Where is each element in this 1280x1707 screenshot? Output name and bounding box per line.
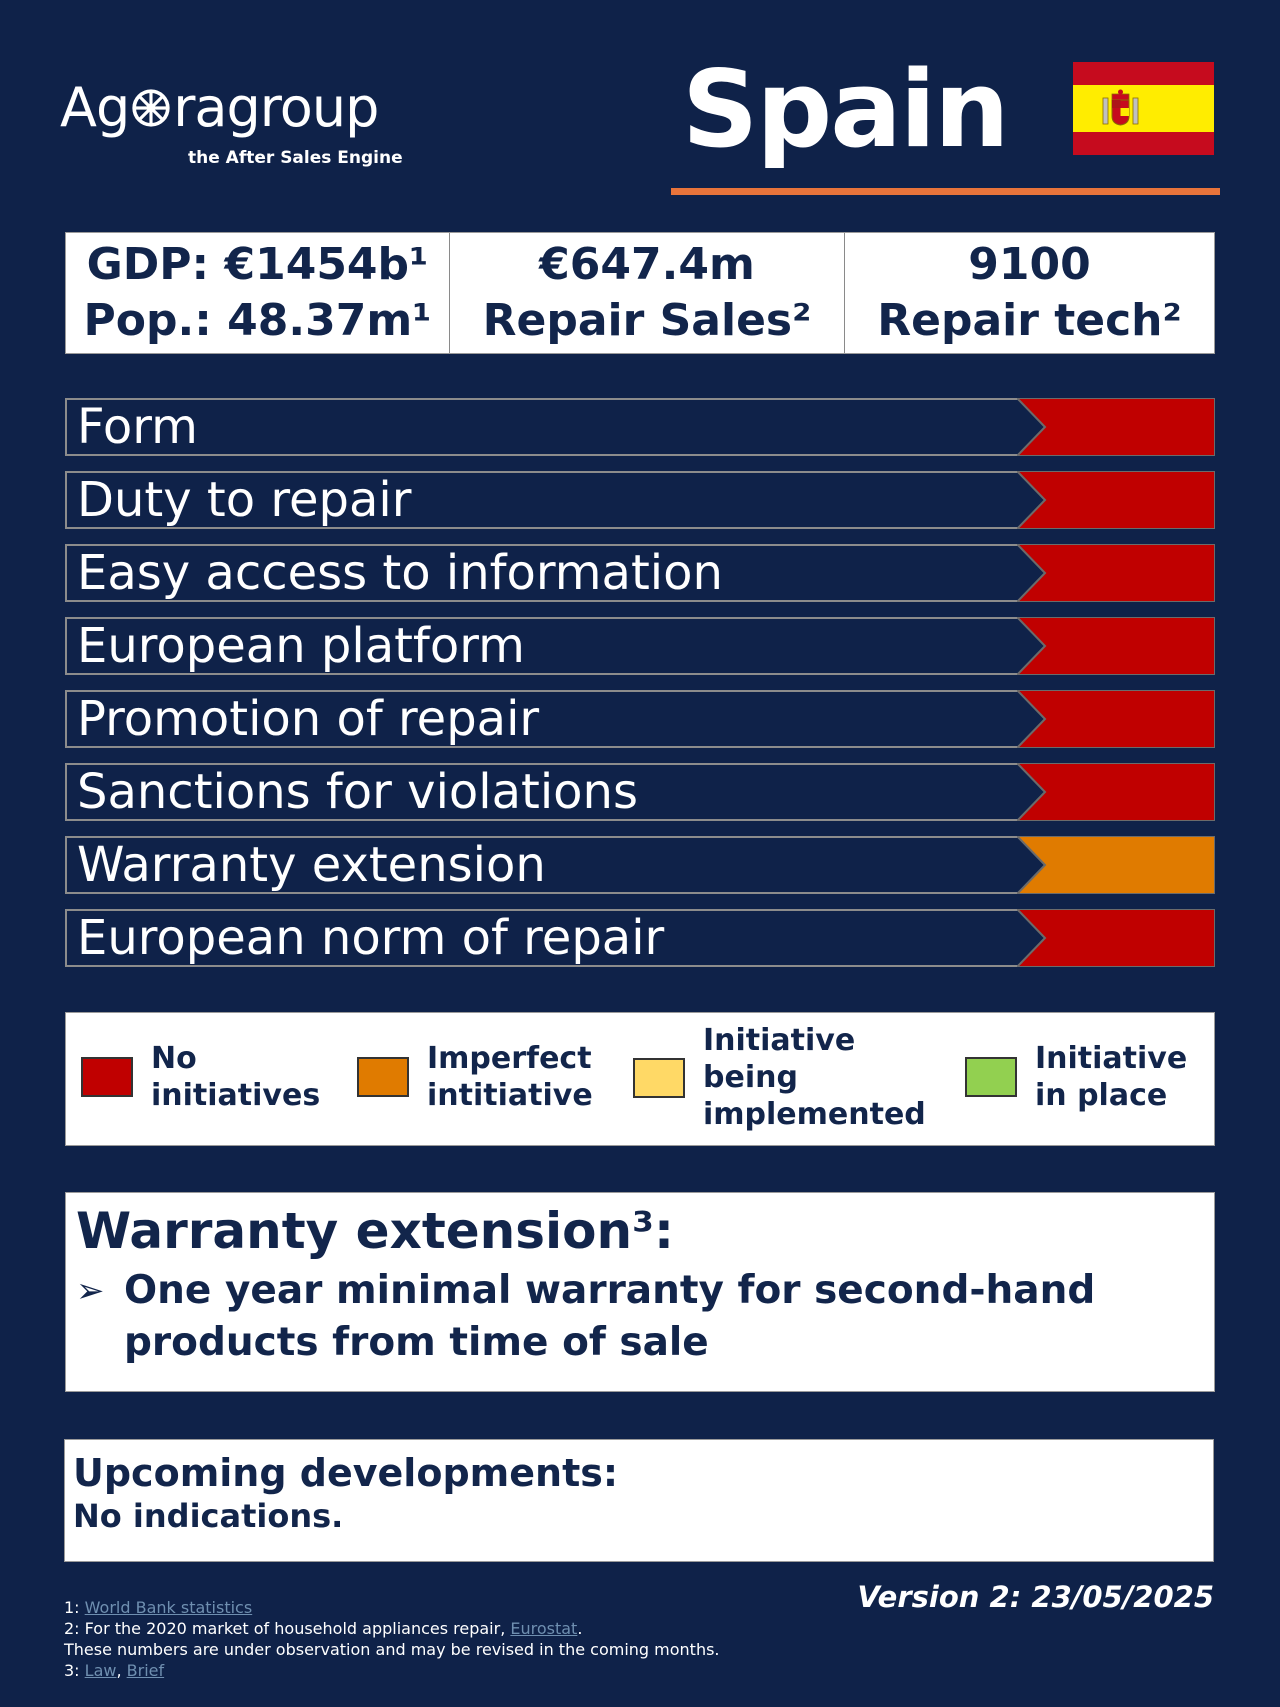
warranty-bullet-text: One year minimal warranty for second-han… — [124, 1268, 1096, 1365]
eurostat-link[interactable]: Eurostat — [510, 1619, 578, 1638]
legend-label: No initiatives — [151, 1041, 321, 1113]
upcoming-text: No indications. — [73, 1497, 344, 1535]
criterion-row: Sanctions for violations — [65, 763, 1215, 821]
status-chevron — [1017, 398, 1215, 456]
stat-repair-sales-label: Repair Sales² — [482, 295, 812, 346]
legend-label: Initiative being implemented — [703, 1023, 926, 1132]
footnotes: 1: World Bank statistics 2: For the 2020… — [64, 1597, 884, 1681]
status-chevron — [1017, 763, 1215, 821]
legend-label: Imperfect intitiative — [427, 1041, 593, 1113]
stat-repair-tech: 9100 Repair tech² — [845, 233, 1214, 353]
country-title: Spain — [682, 48, 1010, 171]
stat-repair-sales-value: €647.4m — [539, 239, 755, 290]
title-underline — [671, 188, 1220, 195]
law-link[interactable]: Law — [84, 1661, 117, 1680]
criterion-label: Form — [77, 399, 198, 455]
upcoming-panel: Upcoming developments: No indications. — [64, 1439, 1214, 1562]
criterion-row: Promotion of repair — [65, 690, 1215, 748]
status-chevron — [1017, 544, 1215, 602]
criterion-label: Easy access to information — [77, 545, 723, 601]
criteria-list: Form Duty to repair Easy access to infor… — [65, 398, 1215, 982]
status-chevron — [1017, 690, 1215, 748]
warranty-panel: Warranty extension³: ➢ One year minimal … — [65, 1192, 1215, 1392]
stat-repair-sales: €647.4m Repair Sales² — [450, 233, 845, 353]
spain-flag-icon — [1073, 62, 1214, 155]
criterion-row: Form — [65, 398, 1215, 456]
stat-gdp: GDP: €1454b¹ — [86, 239, 429, 290]
world-bank-link[interactable]: World Bank statistics — [84, 1598, 253, 1617]
legend-swatch — [357, 1057, 409, 1097]
arrow-bullet-icon: ➢ — [76, 1271, 105, 1311]
warranty-bullet: ➢ One year minimal warranty for second-h… — [76, 1265, 1204, 1369]
criterion-label: European norm of repair — [77, 910, 665, 966]
stat-repair-tech-value: 9100 — [968, 239, 1091, 290]
status-chevron — [1017, 617, 1215, 675]
upcoming-title: Upcoming developments: — [73, 1451, 619, 1495]
stat-population: Pop.: 48.37m¹ — [83, 295, 432, 346]
stats-panel: GDP: €1454b¹ Pop.: 48.37m¹ €647.4m Repai… — [65, 232, 1215, 354]
stat-repair-tech-label: Repair tech² — [877, 295, 1182, 346]
legend-item-imperfect: Imperfect intitiative — [357, 1040, 593, 1114]
logo-text-start: Ag — [60, 76, 130, 139]
stat-gdp-population: GDP: €1454b¹ Pop.: 48.37m¹ — [66, 233, 450, 353]
criterion-row: European norm of repair — [65, 909, 1215, 967]
criterion-label: Warranty extension — [77, 837, 546, 893]
legend-swatch — [965, 1057, 1017, 1097]
criterion-row: European platform — [65, 617, 1215, 675]
warranty-title: Warranty extension³: — [76, 1202, 674, 1260]
status-chevron — [1017, 836, 1215, 894]
criterion-row: Easy access to information — [65, 544, 1215, 602]
agoragroup-logo: Ag ragroup — [60, 76, 379, 139]
legend-panel: No initiatives Imperfect intitiative Ini… — [65, 1012, 1215, 1146]
footnote-2-note: These numbers are under observation and … — [64, 1640, 720, 1659]
logo-text-end: ragroup — [173, 76, 379, 139]
criterion-label: European platform — [77, 618, 525, 674]
legend-swatch — [81, 1057, 133, 1097]
legend-item-no-initiatives: No initiatives — [81, 1040, 320, 1114]
criterion-label: Duty to repair — [77, 472, 412, 528]
legend-label: Initiative in place — [1035, 1041, 1188, 1113]
status-chevron — [1017, 471, 1215, 529]
footnote-2: 2: For the 2020 market of household appl… — [64, 1619, 583, 1638]
criterion-row: Duty to repair — [65, 471, 1215, 529]
status-chevron — [1017, 909, 1215, 967]
footnote-3: 3: Law, Brief — [64, 1661, 165, 1680]
legend-item-in-place: Initiative in place — [965, 1040, 1187, 1114]
footnote-1: 1: World Bank statistics — [64, 1598, 253, 1617]
version-label: Version 2: 23/05/2025 — [857, 1580, 1214, 1614]
criterion-label: Promotion of repair — [77, 691, 540, 747]
legend-item-being-implemented: Initiative being implemented — [633, 1022, 926, 1133]
criterion-label: Sanctions for violations — [77, 764, 638, 820]
legend-swatch — [633, 1057, 685, 1098]
wheel-icon — [132, 89, 170, 127]
brief-link[interactable]: Brief — [126, 1661, 165, 1680]
criterion-row: Warranty extension — [65, 836, 1215, 894]
logo-tagline: the After Sales Engine — [188, 148, 403, 168]
